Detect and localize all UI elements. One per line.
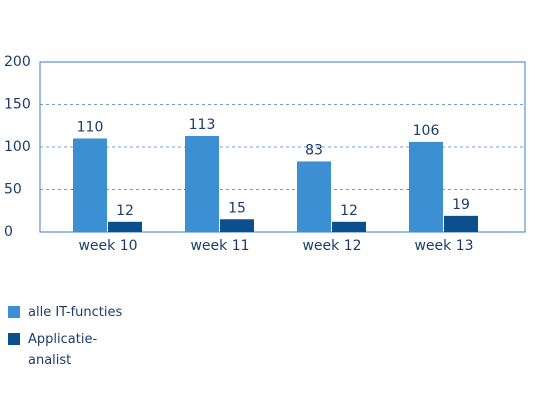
bar — [73, 138, 107, 232]
x-tick-label: week 13 — [414, 238, 473, 254]
value-label: 83 — [305, 142, 323, 158]
value-label: 110 — [77, 120, 104, 136]
bar — [220, 219, 254, 232]
x-tick-label: week 11 — [190, 238, 249, 254]
value-label: 12 — [116, 203, 134, 219]
legend-swatch — [8, 306, 20, 318]
plot-frame — [39, 61, 526, 233]
legend: alle IT-functies Applicatie-analist — [8, 302, 128, 377]
y-tick-label: 50 — [4, 182, 22, 198]
y-tick-label: 150 — [4, 97, 31, 113]
value-label: 113 — [189, 117, 216, 133]
legend-label: Applicatie-analist — [28, 332, 98, 368]
x-tick-label: week 10 — [78, 238, 137, 254]
legend-swatch — [8, 333, 20, 345]
legend-label: alle IT-functies — [28, 305, 123, 320]
legend-item: alle IT-functies — [8, 302, 128, 323]
value-label: 12 — [340, 203, 358, 219]
value-label: 19 — [452, 197, 470, 213]
y-tick-label: 200 — [4, 54, 31, 70]
x-tick-label: week 12 — [302, 238, 361, 254]
legend-item: Applicatie-analist — [8, 329, 128, 371]
y-tick-label: 100 — [4, 139, 31, 155]
bar — [409, 141, 443, 232]
bar — [108, 221, 142, 232]
value-label: 15 — [228, 200, 246, 216]
bar — [185, 135, 219, 232]
chart: 0 50 100 150 200 week 10 110 12 week 11 113 15 week… — [4, 54, 526, 254]
bar — [332, 221, 366, 232]
bar — [297, 161, 331, 232]
value-label: 106 — [413, 123, 440, 139]
y-tick-label: 0 — [4, 224, 13, 240]
bar — [444, 215, 478, 232]
